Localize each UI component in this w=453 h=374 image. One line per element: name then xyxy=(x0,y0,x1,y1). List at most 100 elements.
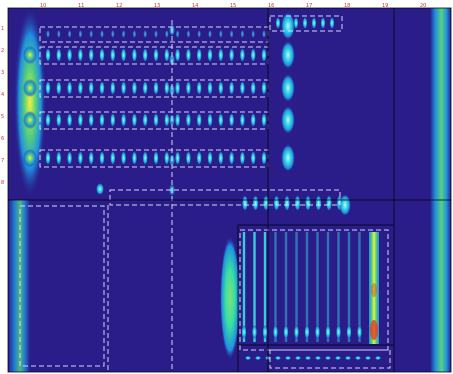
hotspot xyxy=(77,81,83,95)
hotspot xyxy=(229,151,235,165)
hotspot-faint xyxy=(197,30,201,38)
ruler-top: 10 11 12 13 14 15 16 17 18 19 20 xyxy=(40,3,426,9)
hotspot xyxy=(295,356,301,360)
hotspot xyxy=(261,113,267,127)
hotspot-faint xyxy=(111,30,115,38)
hotspot xyxy=(250,113,256,127)
hotspot xyxy=(250,48,256,62)
hotspot xyxy=(239,48,245,62)
hotspot xyxy=(326,195,332,211)
hotspot xyxy=(218,81,224,95)
hotspot xyxy=(273,195,280,211)
hotspot xyxy=(67,48,73,62)
hotspot xyxy=(285,356,291,360)
hotspot xyxy=(311,17,317,29)
ruler-top-label: 12 xyxy=(116,3,122,9)
hotspot xyxy=(281,12,295,40)
stripe-hotspot xyxy=(294,325,299,339)
hotspot xyxy=(218,113,224,127)
hotspot xyxy=(355,356,361,360)
hotspot xyxy=(169,84,175,96)
stripe-hotspot xyxy=(325,325,331,339)
hotspot xyxy=(77,113,83,127)
yellow-hot-bar xyxy=(369,232,379,344)
stripe xyxy=(316,232,319,342)
hotspot xyxy=(261,81,267,95)
hotspot-faint xyxy=(175,30,180,38)
hotspot xyxy=(281,41,295,69)
hotspot xyxy=(239,113,245,127)
red-hotspot-2 xyxy=(371,283,377,297)
stripe-hotspot xyxy=(336,325,341,339)
hotspot xyxy=(56,48,62,62)
stripe xyxy=(305,232,309,342)
hotspot xyxy=(110,48,116,62)
hotspot-faint xyxy=(100,30,104,38)
hotspot xyxy=(250,151,256,165)
stripe xyxy=(337,232,340,342)
hotspot xyxy=(131,48,137,62)
hotspot xyxy=(121,151,127,165)
stripe-hotspot xyxy=(304,325,310,339)
stripe xyxy=(284,232,288,342)
stripe xyxy=(358,232,361,342)
hotspot xyxy=(67,81,73,95)
hotspot xyxy=(164,81,170,95)
hotspot xyxy=(185,151,191,165)
hotspot xyxy=(56,81,62,95)
ruler-left-label: 7 xyxy=(1,158,4,164)
hotspot-faint xyxy=(89,30,93,38)
hotspot-edge xyxy=(23,46,37,64)
hotspot-edge xyxy=(23,111,37,129)
hotspot xyxy=(196,113,202,127)
hotspot xyxy=(164,151,170,165)
hotspot xyxy=(175,113,181,127)
hotspot xyxy=(239,81,245,95)
hotspot-faint xyxy=(67,30,72,38)
stripe-hotspot xyxy=(346,325,352,339)
hotspot xyxy=(196,151,202,165)
hotspot xyxy=(67,113,73,127)
hotspot xyxy=(131,151,137,165)
hotspot-edge xyxy=(23,79,37,97)
stripe-hotspot xyxy=(283,325,289,339)
hotspot xyxy=(207,151,213,165)
hotspot xyxy=(99,48,105,62)
hotspot xyxy=(185,48,191,62)
ruler-top-label: 10 xyxy=(40,3,46,9)
ruler-left-label: 4 xyxy=(1,92,4,98)
hotspot xyxy=(335,356,341,360)
hotspot xyxy=(185,113,191,127)
hotspot xyxy=(153,81,159,95)
upper-hotspot-rows xyxy=(23,30,267,167)
hotspot xyxy=(131,113,137,127)
right-hotspot-column xyxy=(169,12,295,196)
hotspot xyxy=(45,113,51,127)
hotspot-faint xyxy=(219,30,223,38)
hotspot xyxy=(302,17,308,29)
hotspot xyxy=(110,113,116,127)
hotspot xyxy=(153,151,159,165)
hotspot xyxy=(77,48,83,62)
hotspot-faint xyxy=(165,30,169,38)
stripe-hotspot xyxy=(315,325,320,339)
hotspot xyxy=(284,195,290,211)
stripe xyxy=(295,232,298,342)
hotspot xyxy=(185,81,191,95)
hotspot xyxy=(99,151,105,165)
hotspot xyxy=(365,356,371,360)
hotspot-edge xyxy=(23,149,37,167)
ruler-top-label: 11 xyxy=(78,3,84,9)
lower-green-spot xyxy=(220,236,240,360)
ruler-top-label: 15 xyxy=(230,3,236,9)
hotspot xyxy=(142,81,148,95)
stripe xyxy=(274,232,277,342)
stripe-hotspot xyxy=(252,325,257,339)
left-lower-bar xyxy=(8,200,30,372)
hotspot xyxy=(142,48,148,62)
hotspot xyxy=(239,151,245,165)
hotspot xyxy=(320,17,326,29)
hotspot xyxy=(275,356,281,360)
hotspot xyxy=(45,81,51,95)
